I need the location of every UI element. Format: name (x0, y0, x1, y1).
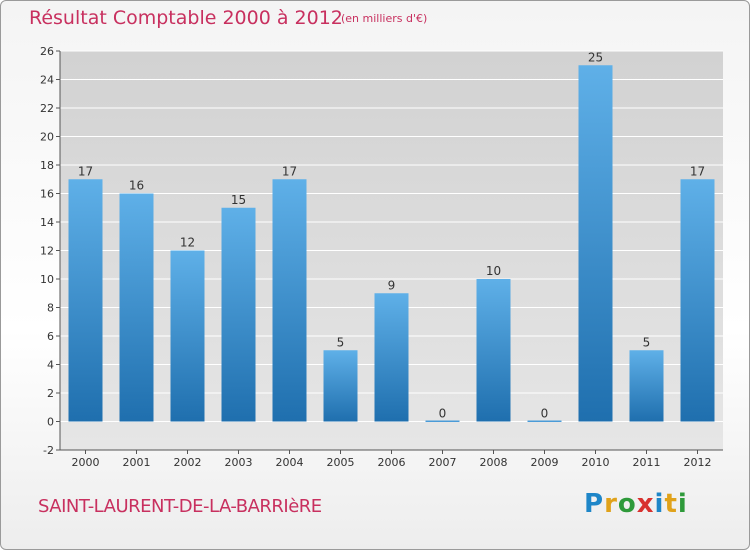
data-label-2007: 0 (439, 407, 447, 421)
data-label-2003: 15 (231, 193, 246, 207)
logo-letter: t (664, 489, 678, 519)
logo-letter: i (677, 489, 688, 519)
logo-letter: i (654, 489, 665, 519)
x-tick-label-2000: 2000 (72, 456, 100, 469)
data-label-2004: 17 (282, 164, 297, 178)
data-label-2012: 17 (690, 164, 705, 178)
x-tick-label-2004: 2004 (276, 456, 304, 469)
y-tick-label: 4 (47, 359, 54, 372)
x-tick-label-2006: 2006 (378, 456, 406, 469)
logo-letter: P (584, 489, 605, 519)
y-tick-label: 0 (47, 416, 54, 429)
y-tick-label: -2 (43, 444, 54, 457)
x-tick-label-2002: 2002 (174, 456, 202, 469)
bar-2001 (119, 193, 154, 422)
data-label-2005: 5 (337, 335, 345, 349)
x-tick-label-2011: 2011 (633, 456, 661, 469)
bar-2007 (425, 420, 460, 422)
x-tick-label-2012: 2012 (684, 456, 712, 469)
data-label-2011: 5 (643, 335, 651, 349)
x-tick-label-2009: 2009 (531, 456, 559, 469)
proxiti-logo[interactable]: Proxiti (584, 489, 688, 519)
logo-letter: x (636, 489, 655, 519)
y-tick-label: 26 (40, 45, 54, 58)
commune-name: SAINT-LAURENT-DE-LA-BARRIèRE (38, 496, 322, 517)
data-label-2001: 16 (129, 179, 144, 193)
logo-letter: o (617, 489, 637, 519)
chart-subtitle: (en milliers d'€) (341, 12, 428, 25)
data-labels: 17 16 12 15 17 5 9 0 10 0 25 5 17 (78, 50, 705, 420)
y-tick-label: 16 (40, 188, 54, 201)
x-axis-ticks: 2000 2001 2002 2003 2004 2005 2006 2007 2008 2009… (72, 450, 712, 469)
data-label-2000: 17 (78, 164, 93, 178)
bar-2003 (221, 207, 256, 422)
bar-2004 (272, 179, 307, 422)
y-tick-label: 18 (40, 159, 54, 172)
x-tick-label-2001: 2001 (123, 456, 151, 469)
bar-2006 (374, 293, 409, 422)
logo-letter: r (604, 489, 618, 519)
bar-2002 (170, 250, 205, 422)
data-label-2002: 12 (180, 236, 195, 250)
y-tick-label: 6 (47, 330, 54, 343)
y-tick-label: 24 (40, 74, 54, 87)
bar-2000 (68, 179, 103, 422)
bar-2010 (578, 65, 613, 422)
x-tick-label-2003: 2003 (225, 456, 253, 469)
x-tick-label-2007: 2007 (429, 456, 457, 469)
data-label-2010: 25 (588, 50, 603, 64)
bar-2005 (323, 350, 358, 422)
bar-2011 (629, 350, 664, 422)
data-label-2009: 0 (541, 407, 549, 421)
bar-2012 (680, 179, 715, 422)
chart-title: Résultat Comptable 2000 à 2012 (29, 7, 343, 29)
x-tick-label-2005: 2005 (327, 456, 355, 469)
y-tick-label: 20 (40, 131, 54, 144)
x-tick-label-2008: 2008 (480, 456, 508, 469)
y-tick-label: 10 (40, 273, 54, 286)
y-tick-label: 8 (47, 302, 54, 315)
y-tick-label: 22 (40, 102, 54, 115)
bar-2008 (476, 279, 511, 422)
bars (68, 65, 715, 422)
data-label-2008: 10 (486, 264, 501, 278)
bar-2009 (527, 420, 562, 422)
y-tick-label: 14 (40, 216, 54, 229)
y-tick-label: 2 (47, 387, 54, 400)
x-tick-label-2010: 2010 (582, 456, 610, 469)
y-tick-label: 12 (40, 245, 54, 258)
data-label-2006: 9 (388, 278, 396, 292)
